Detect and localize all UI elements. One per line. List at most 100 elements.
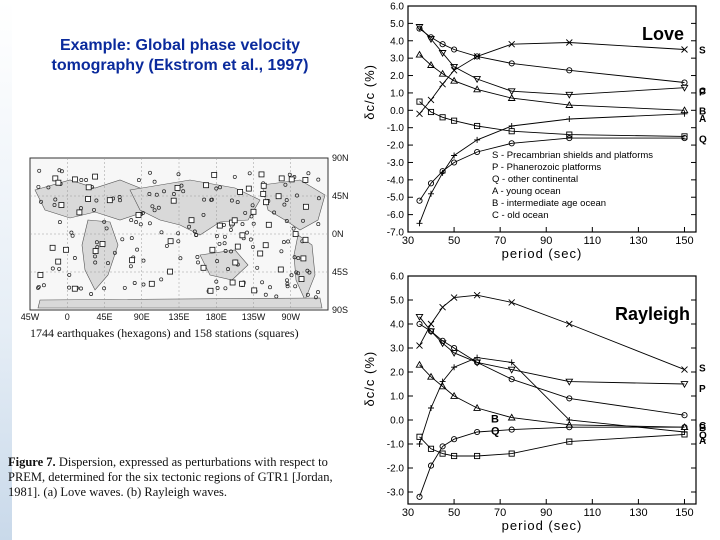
data-point-circle (508, 426, 515, 433)
series-line (419, 54, 685, 111)
series-c: C (416, 320, 706, 432)
earthquake-hexagon (120, 237, 125, 242)
earthquake-hexagon (150, 204, 155, 209)
data-point-triangle-down (415, 24, 424, 32)
earthquake-hexagon (84, 178, 89, 182)
continent-outline (81, 219, 119, 291)
chart-annotation: Q (491, 425, 500, 437)
plot-frame (407, 5, 697, 233)
data-point-cross (681, 366, 688, 373)
earthquake-hexagon (67, 285, 72, 290)
station-square (135, 212, 142, 218)
data-point-circle (508, 60, 515, 67)
series-line (419, 426, 685, 497)
data-point-triangle-down (450, 63, 459, 71)
earthquake-hexagon (263, 292, 268, 297)
y-tick-labels: 6.0 5.0 4.0 3.0 2.0 1.0 0.0 -1.0 -2.0 -3.0 -4.0 -5.… (387, 2, 696, 239)
series-end-label: C (699, 86, 706, 97)
x-tick-label: 90 (540, 507, 552, 519)
data-point-circle (566, 67, 573, 74)
earthquake-hexagon (194, 232, 199, 237)
continent-outline (37, 297, 323, 309)
station-square (263, 199, 269, 206)
earthquake-hexagon (296, 256, 301, 261)
earthquake-hexagon (294, 270, 299, 275)
station-square (148, 280, 155, 287)
data-point-circle (451, 344, 458, 352)
earthquake-hexagon (159, 230, 164, 235)
station-square (260, 182, 267, 189)
y-tick-label: 4.0 (390, 320, 404, 331)
data-point-circle (566, 395, 573, 402)
data-point-triangle-down (427, 36, 435, 44)
rayleigh-dispersion-chart: 6.0 5.0 4.0 3.0 2.0 1.0 0.0 -1.0 -2.0 -3.0 30 50 70 9… (362, 272, 707, 534)
data-point-circle (439, 41, 446, 48)
data-point-cross (416, 342, 423, 349)
y-tick-label: -7.0 (387, 228, 405, 239)
earthquake-hexagon (289, 273, 294, 278)
earthquake-hexagon (89, 292, 94, 296)
earthquake-hexagon (202, 197, 207, 202)
x-tick-labels: 30 50 70 90 110 130 150 (402, 499, 694, 519)
earthquake-hexagon (41, 283, 46, 288)
data-point-circle (474, 148, 481, 156)
data-point-square (451, 452, 458, 460)
series-end-label: P (699, 384, 706, 395)
data-point-plus (566, 417, 573, 423)
station-square (278, 175, 285, 182)
y-tick-label: -3.0 (387, 488, 405, 499)
earthquake-hexagon (72, 256, 77, 260)
legend-entry: B - intermediate age ocean (492, 198, 606, 209)
earthquake-hexagon (138, 222, 143, 227)
earthquake-hexagon (249, 214, 254, 219)
earthquake-hexagon (154, 192, 159, 197)
series-line (419, 364, 685, 428)
y-tick-label: 5.0 (390, 19, 404, 30)
data-point-plus (681, 110, 688, 117)
earthquake-hexagon (228, 227, 233, 232)
data-point-cross (508, 299, 516, 306)
earthquake-hexagon (209, 197, 214, 202)
y-tick-label: 6.0 (390, 2, 404, 13)
earthquake-hexagon (46, 185, 51, 190)
figure-caption-label: Figure 7. (8, 455, 56, 469)
series-end-label: B (699, 423, 706, 434)
y-tick-labels: 6.0 5.0 4.0 3.0 2.0 1.0 0.0 -1.0 -2.0 -3.0 (387, 272, 696, 499)
y-axis-label: δc/c (%) (362, 64, 377, 120)
series-line (419, 323, 685, 416)
series-p: P (415, 313, 706, 395)
earthquake-hexagon (285, 278, 289, 283)
series-s: S (416, 291, 706, 375)
station-square (106, 197, 113, 204)
y-tick-label: -3.0 (387, 158, 405, 169)
x-tick-label: 110 (584, 507, 602, 519)
series-p: P (415, 24, 706, 99)
station-square (237, 189, 244, 195)
earthquake-hexagon (141, 258, 146, 263)
data-point-square (566, 438, 573, 445)
data-point-circle (451, 436, 458, 443)
station-square (37, 272, 44, 278)
data-point-circle (508, 140, 515, 147)
earthquake-hexagon (152, 208, 157, 213)
earthquake-hexagon (57, 266, 62, 271)
earthquake-hexagon (285, 282, 290, 286)
y-tick-label: 1.0 (390, 88, 404, 99)
earthquake-hexagon (306, 171, 311, 176)
series-end-label: Q (699, 134, 707, 145)
data-point-cross (565, 39, 573, 46)
earthquake-hexagon (214, 186, 219, 191)
figure-caption-text: Dispersion, expressed as perturbations w… (8, 455, 333, 499)
plot-frame (407, 275, 697, 505)
y-tick-label: 3.0 (390, 54, 404, 65)
earthquake-hexagon (57, 220, 62, 225)
map-latitude-label: 45N (332, 191, 349, 201)
figure-caption: Figure 7. Dispersion, expressed as pertu… (8, 455, 356, 500)
earthquake-hexagon (52, 203, 57, 207)
station-square (216, 222, 223, 229)
data-point-triangle-up (450, 76, 459, 84)
data-point-square (451, 117, 458, 124)
series-line (419, 357, 685, 445)
series-line (419, 101, 685, 137)
data-point-plus (428, 405, 434, 411)
